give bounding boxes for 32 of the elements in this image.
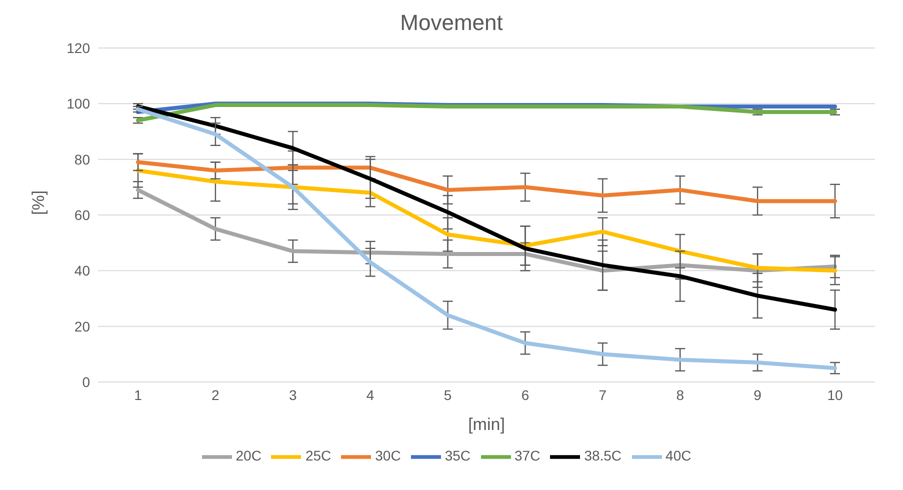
legend-label: 25C: [305, 448, 332, 464]
legend-label: 35C: [444, 448, 470, 464]
x-tick-label: 10: [827, 386, 843, 403]
chart-title: Movement: [399, 9, 504, 37]
legend-label: 40C: [666, 448, 692, 464]
x-axis-title: [min]: [468, 415, 505, 434]
line-series: [136, 104, 837, 312]
y-tick-label: 60: [74, 206, 90, 223]
y-tick-label: 100: [66, 96, 90, 112]
x-tick-label: 4: [366, 386, 374, 403]
x-tick-label: 3: [288, 386, 297, 403]
x-tick-label: 1: [134, 386, 142, 403]
line-series: [136, 103, 837, 122]
x-tick-label: 8: [676, 386, 684, 403]
y-axis-title: [%]: [29, 190, 48, 215]
line-series: [136, 107, 837, 370]
y-tick-label: 0: [82, 374, 90, 390]
legend-label: 37C: [514, 448, 540, 464]
y-tick-label: 40: [74, 262, 90, 279]
x-tick-label: 9: [754, 386, 762, 403]
legend-label: 20C: [236, 448, 262, 464]
y-tick-label: 80: [74, 151, 90, 168]
y-tick-label: 20: [74, 318, 90, 334]
y-tick-label: 120: [66, 40, 90, 56]
x-tick-label: 7: [598, 386, 607, 403]
x-tick-label: 6: [521, 386, 530, 403]
line-series: [136, 168, 837, 273]
legend-label: 30C: [375, 448, 401, 464]
line-series: [136, 160, 837, 204]
x-tick-label: 5: [444, 386, 452, 403]
legend-label: 38.5C: [584, 448, 622, 464]
x-tick-label: 2: [212, 386, 220, 403]
